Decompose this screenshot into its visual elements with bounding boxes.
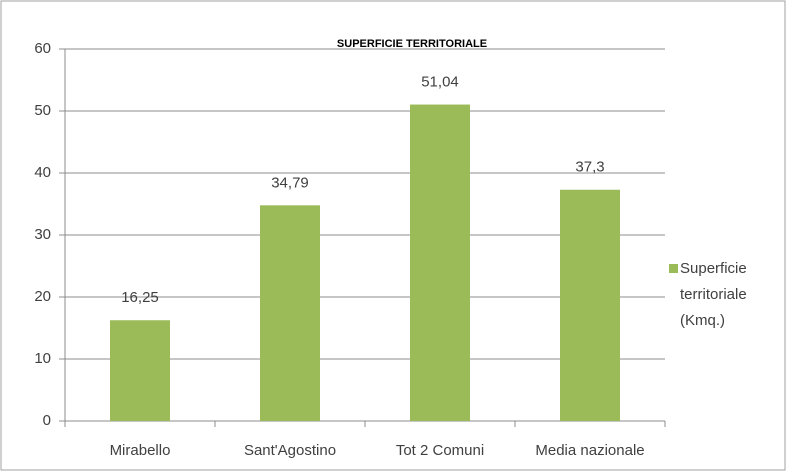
data-label: 51,04 <box>421 74 459 91</box>
data-label: 16,25 <box>121 289 159 306</box>
bar <box>410 104 470 421</box>
y-tick-label: 60 <box>34 40 51 57</box>
chart-title: SUPERFICIE TERRITORIALE <box>337 38 487 50</box>
legend-swatch <box>669 264 678 273</box>
y-tick-label: 40 <box>34 164 51 181</box>
legend-label: Superficie territoriale (Kmq.) <box>680 260 747 329</box>
y-tick-label: 10 <box>34 350 51 367</box>
x-tick-label: Sant'Agostino <box>244 442 336 459</box>
x-tick-label: Tot 2 Comuni <box>396 442 484 459</box>
bar <box>560 189 620 421</box>
data-label: 37,3 <box>575 159 604 176</box>
x-tick-label: Media nazionale <box>535 442 644 459</box>
y-tick-label: 30 <box>34 226 51 243</box>
bar <box>260 205 320 421</box>
bar <box>110 320 170 421</box>
data-label: 34,79 <box>271 174 309 191</box>
x-tick-label: Mirabello <box>110 442 171 459</box>
y-tick-label: 20 <box>34 288 51 305</box>
y-tick-label: 0 <box>43 412 51 429</box>
y-tick-label: 50 <box>34 102 51 119</box>
